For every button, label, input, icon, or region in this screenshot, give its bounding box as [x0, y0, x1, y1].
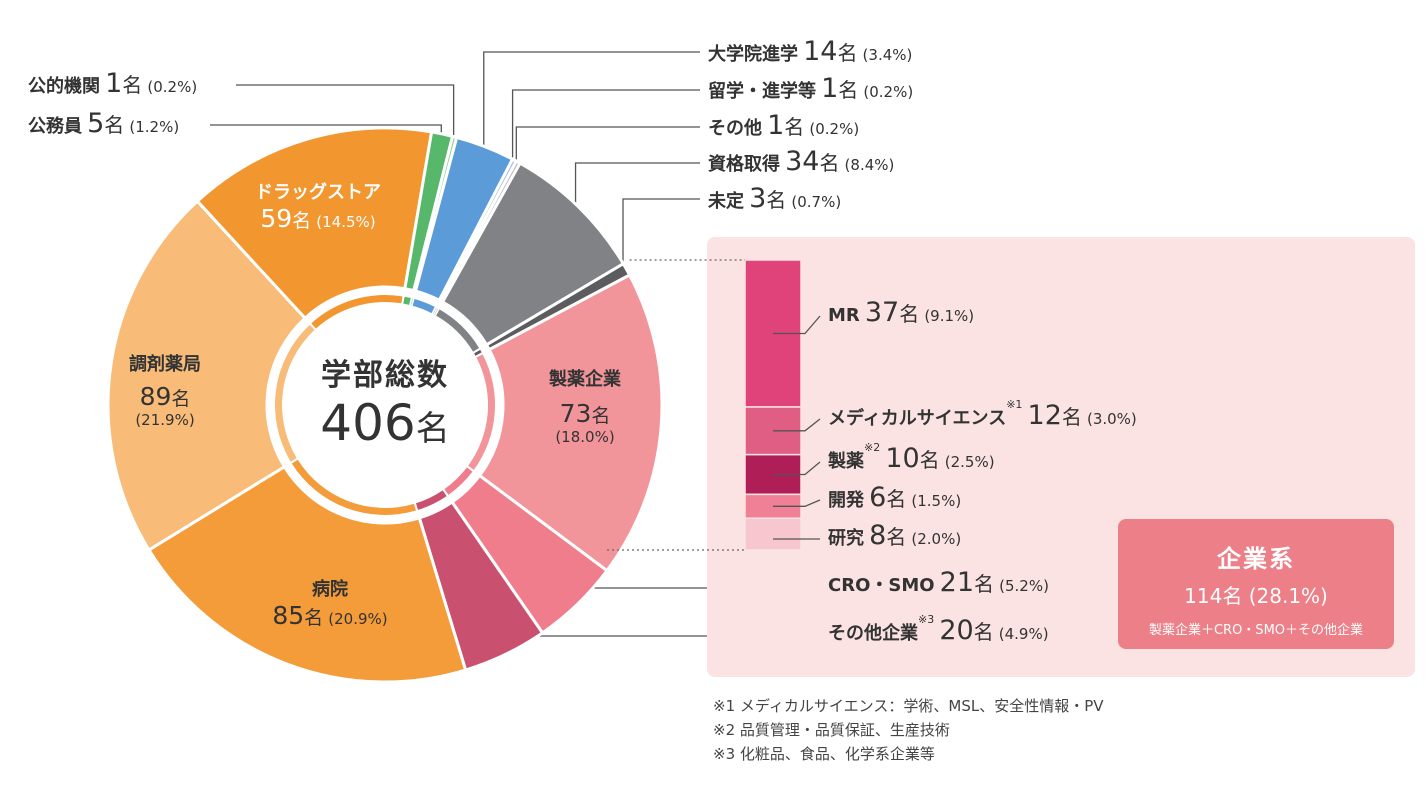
- summary-title: 企業系: [1217, 545, 1295, 573]
- inner-arc-6: [403, 296, 411, 305]
- inner-arc-8: [412, 299, 435, 314]
- slice-5: [195, 126, 434, 321]
- label-manufacturing: 製薬※2 10名 (2.5%): [828, 441, 995, 474]
- inner-arc-2: [415, 490, 447, 510]
- label-hospital: 病院 85名 (20.9%): [272, 579, 388, 630]
- label-pharmacy: 調剤薬局 89名 (21.9%): [129, 354, 201, 429]
- inner-arc-5: [311, 295, 403, 329]
- donut-slices: [106, 126, 664, 684]
- leader-right-9: [511, 89, 700, 164]
- label-civil-servant: 公務員 5名 (1.2%): [28, 108, 180, 139]
- label-study-abroad: 留学・進学等 1名 (0.2%): [708, 73, 914, 104]
- summary-value: 114名 (28.1%): [1184, 584, 1328, 608]
- label-cro-smo: CRO・SMO 21名 (5.2%): [828, 567, 1049, 598]
- leader-right-10: [515, 126, 700, 166]
- label-medical-science: メディカルサイエンス※1 12名 (3.0%): [828, 398, 1137, 431]
- inner-ring: [275, 295, 495, 515]
- label-research: 研究 8名 (2.0%): [828, 520, 962, 551]
- inner-arc-0: [468, 354, 495, 470]
- summary-formula: 製薬企業＋CRO・SMO＋その他企業: [1148, 623, 1364, 638]
- inner-arc-12: [474, 349, 482, 356]
- leader-right-8: [483, 51, 700, 151]
- inner-arc-11: [436, 309, 480, 352]
- center-disc: [283, 303, 487, 507]
- footnote-3: ※3 化粧品、食品、化学系企業等: [713, 745, 935, 763]
- label-drugstore: ドラッグストア 59名 (14.5%): [255, 182, 381, 233]
- slice-12: [484, 261, 632, 352]
- footnote-1: ※1 メディカルサイエンス：学術、MSL、安全性情報・PV: [713, 697, 1104, 715]
- label-undecided: 未定 3名 (0.7%): [708, 183, 842, 214]
- inner-arc-4: [275, 324, 315, 462]
- label-mr: MR 37名 (9.1%): [828, 297, 975, 328]
- slice-3: [146, 464, 468, 684]
- corporate-summary-box: 企業系 114名 (28.1%) 製薬企業＋CRO・SMO＋その他企業: [1118, 519, 1394, 649]
- label-other: その他 1名 (0.2%): [708, 110, 860, 141]
- slice-4: [106, 199, 308, 552]
- footnote-2: ※2 品質管理・品質保証、生産技術: [713, 721, 950, 739]
- donut-center: 学部総数 406名: [280, 350, 490, 458]
- center-total: 406名: [320, 394, 450, 452]
- label-development: 開発 6名 (1.5%): [828, 482, 962, 513]
- label-other-company: その他企業※3 20名 (4.9%): [828, 613, 1049, 646]
- leader-right-11: [574, 162, 700, 210]
- inner-arc-7: [410, 298, 413, 306]
- center-title: 学部総数: [321, 358, 449, 393]
- label-pharma-company: 製薬企業 73名 (18.0%): [549, 369, 621, 446]
- inner-arc-1: [444, 467, 473, 495]
- inner-arc-3: [291, 459, 416, 515]
- label-public-institution: 公的機関 1名 (0.2%): [28, 68, 198, 99]
- leader-public-institution: [236, 84, 455, 141]
- label-qualification: 資格取得 34名 (8.4%): [708, 146, 895, 177]
- label-grad-school: 大学院進学 14名 (3.4%): [708, 36, 913, 67]
- inner-arc-9: [432, 307, 437, 315]
- leader-right-12: [622, 198, 700, 272]
- inner-arc-10: [434, 308, 439, 315]
- slice-0: [477, 272, 664, 573]
